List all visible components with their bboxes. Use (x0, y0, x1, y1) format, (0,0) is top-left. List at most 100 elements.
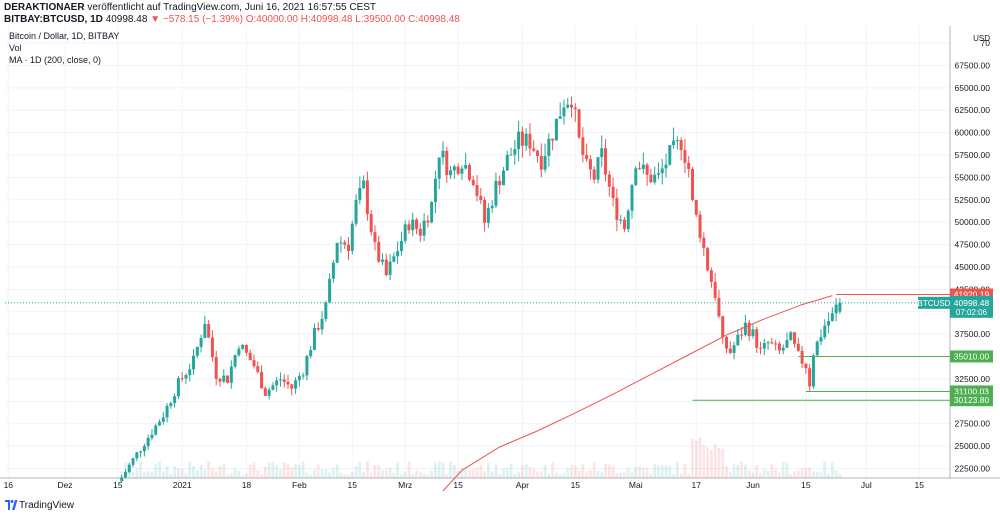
candle-body (441, 150, 445, 158)
y-tick-label: 25000.00 (955, 441, 991, 451)
candle-body (796, 343, 800, 351)
price-chart[interactable]: 22500.0025000.0027500.0030000.0032500.00… (0, 0, 1000, 495)
volume-bar (430, 470, 434, 478)
candle-body (260, 371, 264, 389)
volume-bar (502, 468, 505, 478)
volume-bar (449, 461, 452, 478)
published-info: veröffentlicht auf TradingView.com, Juni… (87, 2, 377, 13)
candle-body (388, 261, 392, 276)
candle-body (827, 321, 831, 326)
last-price: 40998.48 (105, 14, 148, 25)
volume-bar (286, 463, 290, 478)
x-tick-label: Mrz (398, 480, 412, 490)
candle-body (426, 220, 430, 223)
close-value: C:40998.48 (408, 14, 460, 25)
volume-bar (834, 470, 838, 478)
candle-body (766, 342, 770, 344)
candle-body (622, 219, 626, 230)
volume-bar (660, 464, 664, 478)
candle-body (422, 220, 426, 236)
candle-body (184, 375, 188, 379)
candle-body (630, 185, 634, 211)
volume-bar (279, 469, 282, 478)
volume-bar (263, 466, 267, 478)
candle-body (324, 302, 328, 319)
candle-body (615, 198, 619, 221)
volume-bar (751, 472, 755, 478)
volume-bar (611, 466, 615, 478)
candle-body (142, 446, 146, 452)
candle-body (592, 169, 596, 180)
candle-body (248, 352, 252, 361)
candle-body (687, 162, 691, 170)
x-tick-label: 15 (113, 480, 123, 490)
volume-bar (812, 471, 815, 478)
volume-bar (785, 463, 789, 478)
volume-bar (377, 465, 381, 478)
candle-body (566, 104, 570, 108)
volume-bar (675, 462, 679, 478)
candle-body (362, 180, 366, 188)
candle-body (123, 471, 127, 478)
candle-body (131, 458, 135, 465)
countdown-label: 07:02:06 (956, 308, 988, 317)
candle-body (819, 337, 823, 342)
low-value: L:39500.00 (355, 14, 406, 25)
tradingview-brand: TradingView (19, 500, 75, 511)
volume-bar (755, 465, 759, 478)
volume-bar (566, 468, 570, 478)
volume-bar (297, 464, 301, 478)
volume-bar (131, 471, 135, 478)
volume-bar (483, 471, 486, 478)
candle-body (747, 322, 751, 337)
volume-bar (313, 469, 316, 478)
volume-bar (774, 469, 778, 478)
volume-bar (657, 465, 660, 478)
volume-bar (468, 470, 471, 478)
candle-body (683, 150, 687, 163)
candle-body (354, 199, 358, 224)
volume-bar (513, 473, 517, 478)
candle-body (736, 334, 740, 346)
volume-bar (388, 467, 392, 478)
volume-bar (573, 465, 577, 478)
candle-body (808, 368, 812, 387)
candle-body (290, 384, 294, 389)
candle-body (407, 224, 411, 231)
candle-body (539, 155, 543, 170)
y-tick-label: 27500.00 (955, 419, 991, 429)
volume-bar (173, 465, 177, 478)
candle-body (320, 318, 324, 330)
candle-body (789, 332, 793, 341)
volume-bar (335, 464, 339, 478)
candle-body (331, 262, 335, 279)
volume-bar (452, 465, 456, 478)
volume-bar (770, 464, 774, 478)
volume-bar (796, 470, 800, 478)
candle-body (237, 348, 241, 356)
currency-label: USD (973, 34, 990, 43)
candle-body (169, 403, 173, 406)
volume-bar (180, 468, 184, 478)
symbol-tag (918, 296, 950, 309)
volume-bar (517, 471, 520, 478)
volume-bar (759, 473, 762, 478)
candle-body (150, 434, 154, 438)
volume-bar (687, 473, 691, 478)
candle-body (214, 357, 218, 379)
candle-body (626, 210, 630, 230)
x-tick-label: Feb (292, 480, 307, 490)
candle-body (222, 375, 226, 382)
candle-body (532, 148, 536, 151)
candle-body (275, 380, 279, 386)
volume-bar (838, 473, 842, 478)
candle-body (467, 164, 471, 180)
candle-body (743, 322, 747, 335)
candle-body (411, 219, 415, 231)
volume-bar (441, 462, 445, 478)
last-price-tag (950, 295, 993, 318)
volume-bar (585, 472, 589, 478)
candle-body (464, 164, 468, 169)
volume-bar (316, 464, 320, 478)
candle-body (505, 154, 509, 171)
